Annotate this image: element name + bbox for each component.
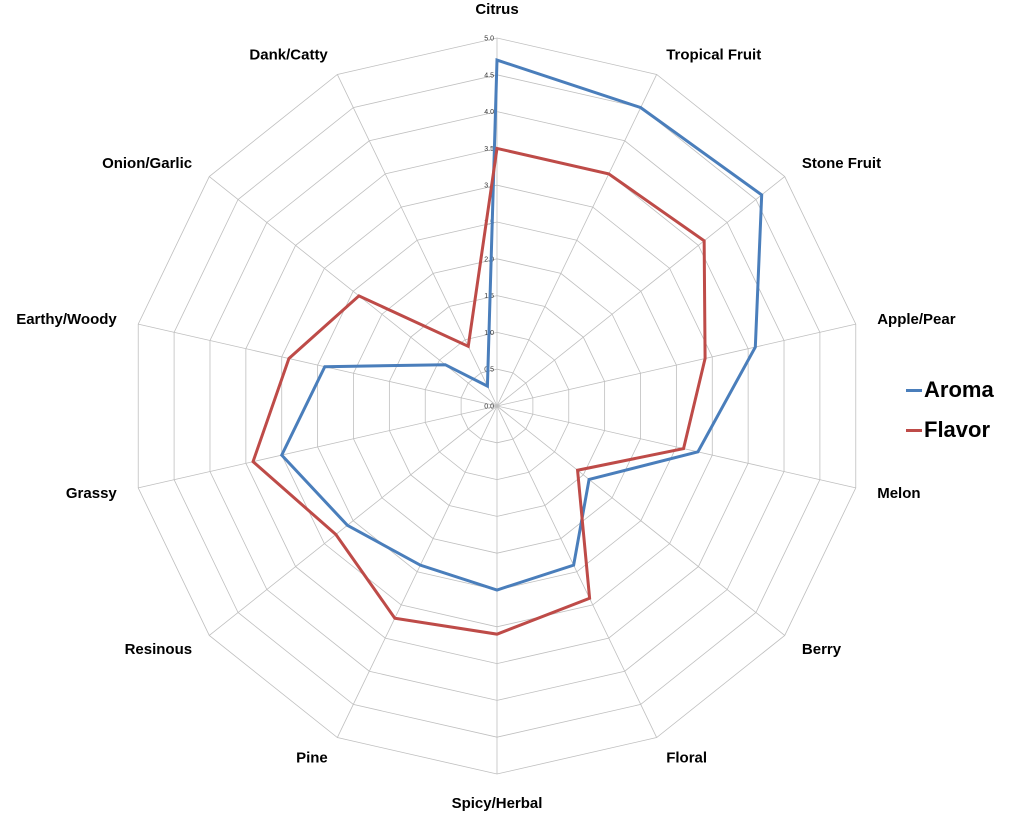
axis-label: Dank/Catty (249, 47, 328, 64)
tick-label: 3.0 (484, 183, 494, 190)
grid-spoke (496, 74, 658, 407)
grid-spoke (496, 405, 658, 738)
legend-swatch-flavor (906, 428, 922, 432)
axis-label: Melon (877, 485, 920, 502)
legend: Aroma Flavor (906, 370, 994, 450)
tick-label: 4.5 (484, 72, 494, 79)
axis-label: Spicy/Herbal (452, 795, 543, 812)
axis-label: Tropical Fruit (666, 47, 761, 64)
grid-spoke (138, 323, 498, 407)
legend-label-aroma: Aroma (924, 377, 994, 402)
grid-spoke (496, 176, 785, 407)
legend-item-aroma: Aroma (906, 370, 994, 410)
tick-label: 0.0 (484, 404, 494, 411)
series-line-flavor (251, 146, 707, 636)
grid-spoke (138, 405, 498, 489)
grid-spoke (209, 405, 498, 636)
axis-label: Stone Fruit (802, 155, 881, 172)
axis-label-layer: Citrus Tropical Fruit Stone Fruit Apple/Pea… (16, 1, 956, 812)
grid-spoke (496, 323, 856, 407)
grid-spoke (496, 405, 856, 489)
series-layer (251, 58, 764, 636)
tick-label: 2.0 (484, 256, 494, 263)
axis-label: Earthy/Woody (16, 311, 117, 328)
legend-item-flavor: Flavor (906, 410, 994, 450)
axis-label: Berry (802, 641, 842, 658)
tick-label: 3.5 (484, 146, 494, 153)
grid-spoke (496, 405, 785, 636)
legend-label-flavor: Flavor (924, 417, 991, 442)
grid-spoke (336, 405, 498, 738)
grid-spoke (209, 176, 498, 407)
tick-label: 4.0 (484, 109, 494, 116)
tick-label: 5.0 (484, 36, 494, 43)
series-line-aroma (279, 58, 764, 592)
grid-spoke (336, 74, 498, 407)
axis-label: Grassy (66, 485, 118, 502)
axis-label: Floral (666, 749, 707, 766)
axis-label: Citrus (475, 1, 518, 18)
axis-label: Pine (296, 749, 328, 766)
tick-label: 2.5 (484, 220, 494, 227)
axis-label: Resinous (125, 641, 193, 658)
axis-label: Apple/Pear (877, 311, 956, 328)
axis-label: Onion/Garlic (102, 155, 192, 172)
legend-swatch-aroma (906, 388, 922, 392)
